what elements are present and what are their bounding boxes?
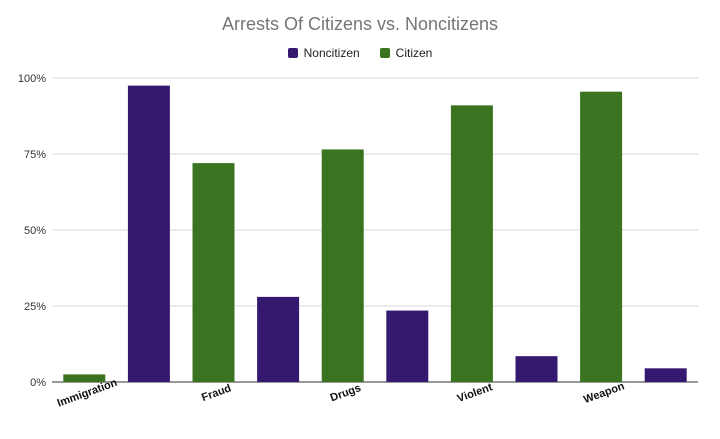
y-tick-label: 75% [24, 149, 46, 161]
chart-title: Arrests Of Citizens vs. Noncitizens [221, 14, 499, 34]
bar-noncitizen-1 [127, 85, 170, 382]
bar-citizen-6 [450, 105, 493, 383]
y-tick-label: 25% [24, 301, 46, 313]
x-category-label: Weapon [582, 380, 626, 406]
legend-swatch-citizen [379, 48, 390, 58]
bar-noncitizen-5 [386, 310, 429, 382]
bar-citizen-4 [321, 149, 364, 382]
legend-label-noncitizen: Noncitizen [303, 46, 360, 60]
legend-label-citizen: Citizen [395, 46, 433, 60]
y-tick-label: 0% [30, 377, 46, 389]
bar-noncitizen-3 [257, 296, 300, 382]
bar-noncitizen-7 [515, 356, 558, 382]
bar-citizen-8 [580, 91, 623, 383]
y-tick-label: 50% [24, 225, 46, 237]
x-category-label: Drugs [329, 382, 363, 404]
legend-item-noncitizen: Noncitizen [287, 46, 360, 60]
bar-citizen-0 [63, 374, 106, 382]
x-category-label: Violent [456, 381, 495, 405]
bar-noncitizen-9 [644, 368, 687, 382]
legend-swatch-noncitizen [287, 48, 298, 58]
y-tick-label: 100% [18, 73, 46, 85]
x-category-label: Fraud [200, 382, 233, 404]
chart-legend: Noncitizen Citizen [0, 46, 720, 60]
bar-citizen-2 [192, 163, 235, 382]
legend-item-citizen: Citizen [379, 46, 433, 60]
